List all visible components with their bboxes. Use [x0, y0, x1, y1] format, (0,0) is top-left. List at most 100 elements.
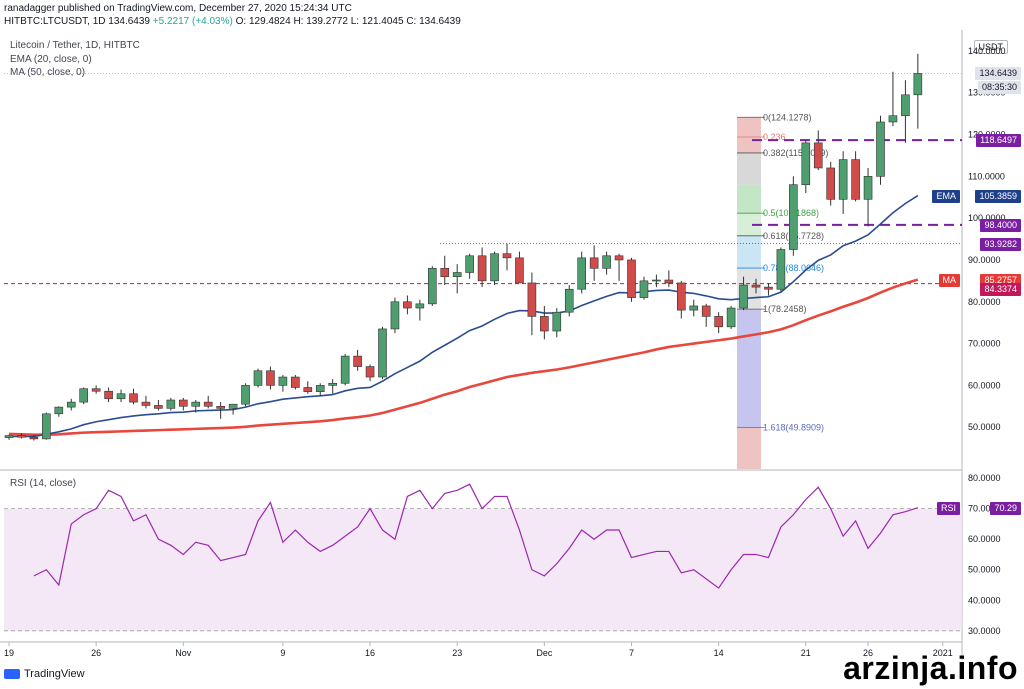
candle-body — [726, 307, 736, 328]
candle-body — [639, 280, 649, 298]
candle-body — [452, 272, 462, 277]
currency-button[interactable]: USDT — [973, 40, 1008, 54]
price-tick-label: 80.0000 — [968, 297, 1001, 307]
resistance-tag: 118.6497 — [976, 134, 1021, 148]
candle-body — [739, 284, 748, 309]
candle-body — [564, 288, 574, 313]
fib-level-label: 1(78.2458) — [763, 304, 807, 314]
candle-body — [4, 435, 14, 438]
rsi-tick-label: 40.0000 — [968, 595, 1001, 605]
price-tick-label: 110.0000 — [968, 171, 1005, 181]
ema20-line — [9, 194, 919, 438]
time-tick-label: Dec — [536, 648, 553, 658]
candle-body — [203, 401, 213, 407]
candle-body — [66, 401, 76, 408]
candle-body — [141, 401, 151, 406]
candle-body — [913, 73, 923, 96]
symbol: HITBTC:LTCUSDT, 1D — [4, 16, 106, 27]
candle-body — [353, 355, 362, 367]
ma50-line — [8, 278, 919, 437]
symbol-quote: HITBTC:LTCUSDT, 1D 134.6439 +5.2217 (+4.… — [4, 16, 461, 27]
candle-body — [689, 305, 699, 311]
fib-level-label: 0(124.1278) — [763, 112, 812, 122]
candle-body — [751, 284, 761, 288]
countdown-tag: 08:35:30 — [977, 81, 1021, 95]
candle-body — [826, 167, 836, 200]
ohlc-values: O: 129.4824 H: 139.2772 L: 121.4045 C: 1… — [235, 16, 461, 27]
time-tick-label: 23 — [452, 648, 462, 658]
candle-body — [515, 257, 524, 284]
candle-body — [714, 316, 723, 328]
time-tick-label: 26 — [863, 648, 873, 658]
rsi-tick-label: 30.0000 — [968, 626, 1001, 636]
time-tick-label: 2021 — [933, 648, 953, 658]
ema-tag-name: EMA — [932, 189, 960, 203]
candle-body — [340, 355, 350, 384]
dash-level-tag: 84.3374 — [980, 282, 1021, 296]
last-price-tag: 134.6439 — [975, 67, 1021, 81]
watermark: arzinja.info — [843, 650, 1018, 686]
time-tick-label: 14 — [714, 648, 724, 658]
candle-body — [403, 301, 412, 309]
fib-zone-3 — [737, 213, 761, 236]
price-tick-label: 60.0000 — [968, 380, 1001, 390]
candle-body — [440, 268, 450, 277]
rsi-tick-label: 70.0000 — [968, 504, 1001, 514]
rsi-legend: RSI (14, close) — [10, 478, 77, 489]
candle-body — [602, 255, 611, 269]
candle-body — [789, 184, 798, 250]
candle-body — [589, 257, 599, 269]
candle-body — [801, 142, 811, 185]
tradingview-brand[interactable]: TradingView — [4, 668, 85, 680]
fib-zone-6 — [737, 309, 761, 428]
candle-body — [378, 328, 387, 378]
rsi-value-tag: 70.29 — [990, 501, 1021, 515]
rsi-tick-label: 60.0000 — [968, 534, 1001, 544]
candle-body — [104, 390, 113, 400]
candle-body — [54, 406, 64, 415]
level-tag: 93.9282 — [980, 237, 1021, 251]
candle-body — [253, 370, 263, 386]
candle-body — [216, 405, 225, 409]
candle-body — [129, 393, 138, 403]
candle-body — [17, 435, 26, 438]
fib-level-label: 0.786(88.0646) — [763, 263, 824, 273]
time-tick-label: 16 — [365, 648, 375, 658]
candle-body — [901, 94, 910, 117]
candle-body — [664, 279, 674, 284]
candle-body — [627, 259, 636, 298]
candle-body — [42, 413, 51, 440]
candle-body — [851, 159, 860, 200]
candle-body — [228, 403, 238, 409]
fib-level-label: 0.382(115.6009) — [763, 148, 828, 158]
fib-zone-0 — [737, 117, 761, 153]
rsi-tick-label: 80.0000 — [968, 473, 1001, 483]
candle-body — [315, 385, 325, 392]
fib-level-label: 1.618(49.8909) — [763, 423, 824, 433]
candle-body — [614, 255, 624, 261]
tradingview-logo-icon — [4, 669, 20, 680]
time-tick-label: 26 — [91, 648, 101, 658]
rsi-tick-label: 50.0000 — [968, 565, 1001, 575]
candle-body — [888, 115, 898, 123]
last-price: 134.6439 — [108, 16, 150, 27]
candle-body — [477, 255, 487, 282]
candle-body — [328, 382, 338, 386]
candle-body — [502, 253, 512, 259]
candle-body — [776, 249, 786, 290]
candle-body — [278, 376, 288, 386]
time-tick-label: 7 — [629, 648, 634, 658]
candle-body — [465, 255, 474, 273]
candle-body — [427, 268, 437, 305]
candle-body — [390, 301, 400, 330]
candle-body — [303, 387, 313, 392]
time-tick-label: Nov — [175, 648, 192, 658]
candle-body — [577, 257, 587, 290]
fib-zone-1 — [737, 152, 761, 185]
candle-body — [764, 286, 773, 290]
price-tick-label: 100.0000 — [968, 213, 1006, 223]
time-tick-label: 21 — [801, 648, 811, 658]
price-tick-label: 50.0000 — [968, 422, 1001, 432]
candle-body — [876, 121, 885, 177]
